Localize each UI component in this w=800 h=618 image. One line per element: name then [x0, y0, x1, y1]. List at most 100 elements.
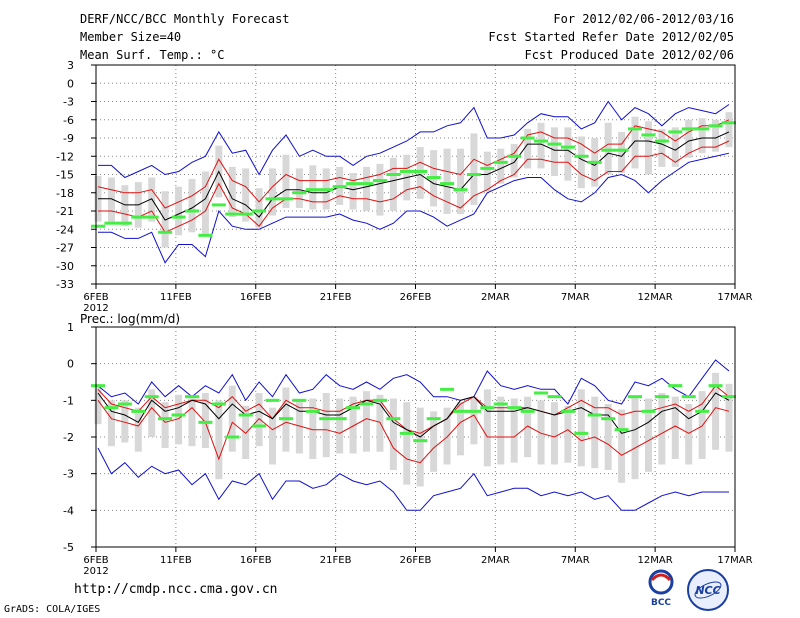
prec-title: Prec.: log(mm/d)	[80, 312, 180, 326]
prec-observed-mark	[695, 409, 710, 413]
prec-p25-line	[97, 400, 730, 464]
prec-y-tick-label: 1	[67, 321, 74, 334]
prec-spread-box	[295, 400, 303, 454]
prec-observed-mark	[587, 413, 602, 417]
temp-observed-mark	[534, 139, 549, 143]
temp-x-tick-label: 17MAR	[717, 292, 752, 303]
prec-max-line	[97, 359, 730, 405]
temp-y-tick-label: 0	[67, 77, 74, 90]
prec-observed-mark	[480, 406, 495, 410]
prec-spread-box	[148, 389, 156, 437]
temp-spread-box	[671, 127, 679, 167]
temp-spread-box	[107, 177, 115, 222]
prec-observed-mark	[359, 402, 374, 406]
prec-observed-mark	[560, 409, 575, 413]
temp-observed-mark	[117, 221, 132, 225]
ncc-logo: NCC	[687, 569, 729, 611]
ncc-logo-text: NCC	[695, 584, 720, 597]
prec-spread-box	[403, 402, 411, 485]
temp-observed-mark	[305, 188, 320, 192]
temp-spread-box	[282, 154, 290, 208]
prec-spread-box	[604, 404, 612, 470]
temp-y-tick-label: -18	[56, 187, 74, 200]
prec-spread-box	[470, 396, 478, 445]
temp-observed-mark	[413, 169, 428, 173]
temp-observed-mark	[587, 160, 602, 164]
temp-observed-mark	[722, 121, 736, 125]
temp-p25-line	[98, 140, 730, 233]
prec-observed-mark	[601, 417, 616, 421]
prec-spread-box	[685, 404, 693, 465]
prec-y-tick-label: -1	[63, 394, 74, 407]
prec-min-line	[97, 447, 729, 511]
prec-spread-box	[443, 407, 451, 465]
prec-spread-box	[483, 389, 491, 467]
temp-y-tick-label: -12	[56, 150, 74, 163]
temp-spread-box	[658, 128, 666, 167]
prec-spread-box	[416, 407, 424, 487]
temp-spread-box	[604, 122, 612, 175]
prec-observed-mark	[681, 395, 696, 399]
prec-spread-box	[725, 383, 733, 452]
prec-panel: 1 0 -1 -2 -3 -4 -5 6FEB 11FEB 16FEB 21FEB 26FEB 2MAR…	[63, 312, 753, 577]
temp-observed-mark	[681, 127, 696, 131]
temp-observed-mark	[238, 212, 253, 216]
prec-x-tick-label: 26FEB	[400, 555, 432, 566]
prec-spread-box	[242, 405, 250, 459]
prec-spread-box	[537, 400, 545, 465]
temp-spread-box	[524, 128, 532, 169]
prec-observed-mark	[399, 431, 414, 435]
bcc-logo: BCC	[648, 569, 674, 608]
temp-observed-mark	[614, 148, 629, 152]
temp-x-tick-label: 12MAR	[638, 292, 673, 303]
temp-spread-box	[497, 148, 505, 184]
prec-observed-mark	[346, 406, 361, 410]
prec-spread-box	[309, 398, 317, 459]
temp-observed-mark	[252, 209, 267, 213]
temp-observed-mark	[628, 127, 643, 131]
temp-observed-mark	[480, 166, 495, 170]
prec-spread-box	[658, 393, 666, 465]
prec-observed-mark	[426, 417, 441, 421]
temp-observed-mark	[399, 169, 414, 173]
chart-title: DERF/NCC/BCC Monthly Forecast	[80, 12, 290, 26]
prec-spread-box	[389, 398, 397, 470]
temp-observed-mark	[654, 139, 669, 143]
footer-url[interactable]: http://cmdp.ncc.cma.gov.cn	[74, 582, 278, 597]
prec-spread-box	[497, 396, 505, 465]
prec-y-tick-label: -2	[63, 431, 74, 444]
prec-observed-mark	[628, 395, 643, 399]
temp-observed-mark	[520, 136, 535, 140]
prec-observed-mark	[708, 384, 723, 388]
temp-spread-box	[349, 172, 357, 210]
prec-observed-mark	[117, 402, 132, 406]
forecast-started: Fcst Started Refer Date 2012/02/05	[488, 30, 734, 44]
temp-spread-box	[255, 188, 263, 228]
temp-x-tick-label: 21FEB	[320, 292, 352, 303]
prec-y-tick-label: -3	[63, 468, 74, 481]
temp-observed-mark	[426, 176, 441, 180]
temp-spread-box	[631, 116, 639, 169]
prec-spread-box	[201, 393, 209, 448]
prec-spread-box	[671, 396, 679, 459]
temp-spread-box	[456, 148, 464, 215]
prec-observed-mark	[319, 417, 334, 421]
prec-spread-box	[698, 391, 706, 459]
prec-observed-mark	[158, 417, 173, 421]
prec-observed-mark	[104, 406, 119, 410]
prec-observed-mark	[372, 398, 387, 402]
prec-observed-mark	[641, 409, 656, 413]
prec-x-tick-label: 6FEB	[83, 555, 108, 566]
temp-y-tick-label: -24	[56, 223, 74, 236]
temp-spread-box	[201, 171, 209, 234]
temp-spread-box	[564, 127, 572, 181]
temp-observed-mark	[574, 154, 589, 158]
temp-spread-box	[242, 168, 250, 222]
prec-observed-mark	[466, 409, 481, 413]
temp-observed-mark	[184, 209, 199, 213]
temp-y-tick-label: 3	[67, 59, 74, 72]
prec-x-year-label: 2012	[83, 566, 108, 577]
temp-observed-mark	[171, 215, 186, 219]
prec-p75-line	[97, 384, 730, 434]
